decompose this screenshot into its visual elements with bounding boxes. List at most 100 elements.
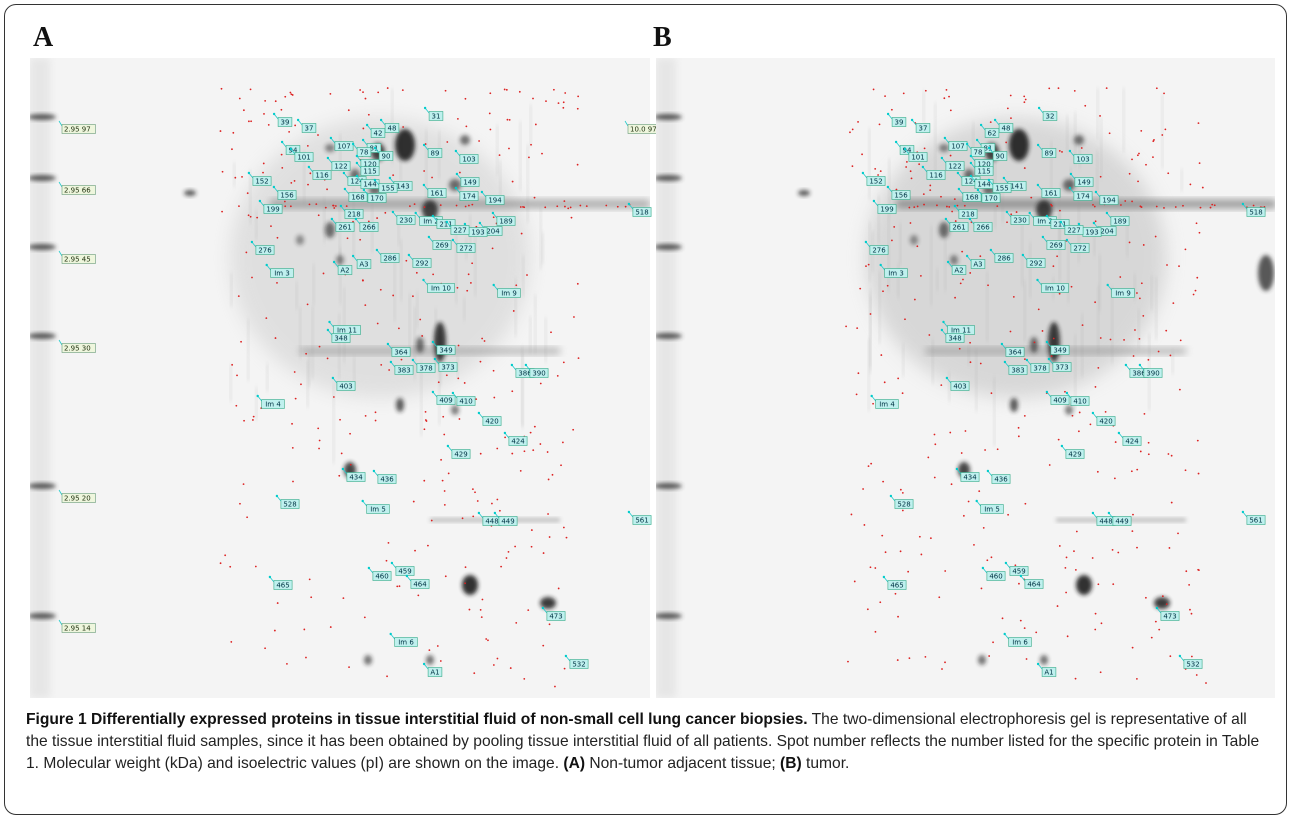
detected-dot: [533, 425, 536, 428]
spot-label: 31: [432, 113, 441, 121]
detected-dot: [1050, 355, 1053, 358]
gel-streak: [311, 306, 314, 380]
spot-label-box: [980, 504, 1004, 514]
spot-label: 48: [1002, 125, 1011, 133]
detected-dot: [1099, 115, 1101, 117]
spot-label: 94: [289, 147, 298, 155]
detected-dot: [924, 655, 927, 658]
detected-dot: [508, 147, 510, 150]
spot-marker: [256, 394, 259, 398]
detected-dot: [1178, 265, 1180, 268]
spot-label-box: [459, 191, 479, 201]
gel-spot: [1063, 179, 1075, 191]
spot-label: 189: [1113, 218, 1126, 226]
spot-label: 528: [897, 501, 910, 509]
detected-dot: [899, 488, 902, 491]
detected-dot: [539, 382, 542, 385]
spot-marker: [389, 360, 393, 364]
spot-marker: [1045, 390, 1049, 394]
gel-streak: [899, 223, 902, 265]
detected-dot: [459, 171, 461, 174]
spot-label: 37: [305, 125, 314, 133]
spot-marker: [975, 138, 979, 142]
detected-dot: [364, 97, 367, 100]
detected-dot: [231, 148, 233, 151]
detected-dot: [505, 557, 508, 559]
detected-dot: [437, 381, 440, 384]
marker-band: [656, 244, 682, 250]
detected-dot: [1074, 677, 1077, 680]
detected-dot: [901, 491, 904, 494]
detected-dot: [867, 263, 870, 266]
spot-label: 378: [1033, 365, 1046, 373]
detected-dot: [280, 153, 283, 156]
detected-dot: [256, 216, 259, 219]
detected-dot: [1023, 627, 1026, 629]
detected-dot: [317, 214, 320, 217]
detected-dot: [400, 358, 403, 361]
spot-marker: [492, 283, 495, 287]
spot-label: Im 9: [1115, 290, 1131, 298]
spot-label: 266: [976, 224, 990, 232]
detected-dot: [1165, 603, 1168, 606]
detected-dot: [962, 278, 964, 281]
detected-dot: [412, 295, 414, 298]
detected-dot: [899, 550, 902, 553]
gel-spot: [396, 398, 404, 412]
spot-label-box: [277, 190, 297, 200]
detected-dot: [865, 265, 867, 268]
gel-streak: [896, 200, 1275, 208]
detected-dot: [487, 639, 489, 642]
spot-label: A2: [340, 267, 349, 275]
spot-label: 81: [370, 145, 379, 153]
spot-label-box: [450, 225, 470, 235]
marker-label-box: [61, 493, 96, 503]
spot-label: 261: [952, 224, 965, 232]
spot-label-box: [394, 365, 414, 375]
detected-dot: [242, 483, 245, 486]
spot-label: 465: [276, 582, 289, 590]
spot-marker: [247, 171, 251, 175]
detected-dot: [508, 119, 511, 121]
detected-dot: [895, 188, 898, 191]
spot-label: 364: [394, 349, 408, 357]
detected-dot: [948, 206, 951, 208]
spot-label-box: [894, 499, 914, 509]
detected-dot: [945, 88, 948, 91]
detected-dot: [944, 570, 947, 572]
detected-dot: [234, 176, 237, 179]
spot-marker: [332, 260, 336, 264]
detected-dot: [388, 369, 391, 371]
spot-label-box: [346, 472, 366, 482]
detected-dot: [979, 362, 982, 365]
gel-streak: [972, 122, 975, 153]
detected-dot: [545, 100, 547, 102]
detected-dot: [1065, 556, 1068, 559]
detected-dot: [424, 410, 427, 413]
detected-dot: [276, 236, 279, 239]
detected-dot: [238, 205, 240, 208]
detected-dot: [927, 456, 930, 459]
marker-label: 2.95 30: [64, 345, 91, 353]
detected-dot: [1023, 414, 1026, 417]
detected-dot: [219, 130, 222, 132]
detected-dot: [1108, 132, 1111, 135]
detected-dot: [1100, 622, 1103, 625]
spot-label: 459: [1012, 568, 1025, 576]
spot-marker: [268, 575, 272, 579]
spot-label-box: [1110, 216, 1130, 226]
detected-dot: [270, 225, 272, 228]
detected-dot: [1023, 101, 1026, 104]
spot-marker: [328, 320, 331, 324]
spot-label: 424: [511, 438, 525, 446]
spot-marker: [1065, 391, 1069, 395]
gel-streak: [529, 104, 532, 147]
spot-marker: [1036, 278, 1039, 282]
detected-dot: [576, 163, 579, 166]
detected-dot: [1007, 513, 1009, 516]
spot-label-box: [1070, 243, 1090, 253]
detected-dot: [916, 245, 919, 248]
spot-label: 144: [363, 181, 377, 189]
spot-label-box: [261, 399, 285, 409]
spot-label: 378: [419, 365, 432, 373]
